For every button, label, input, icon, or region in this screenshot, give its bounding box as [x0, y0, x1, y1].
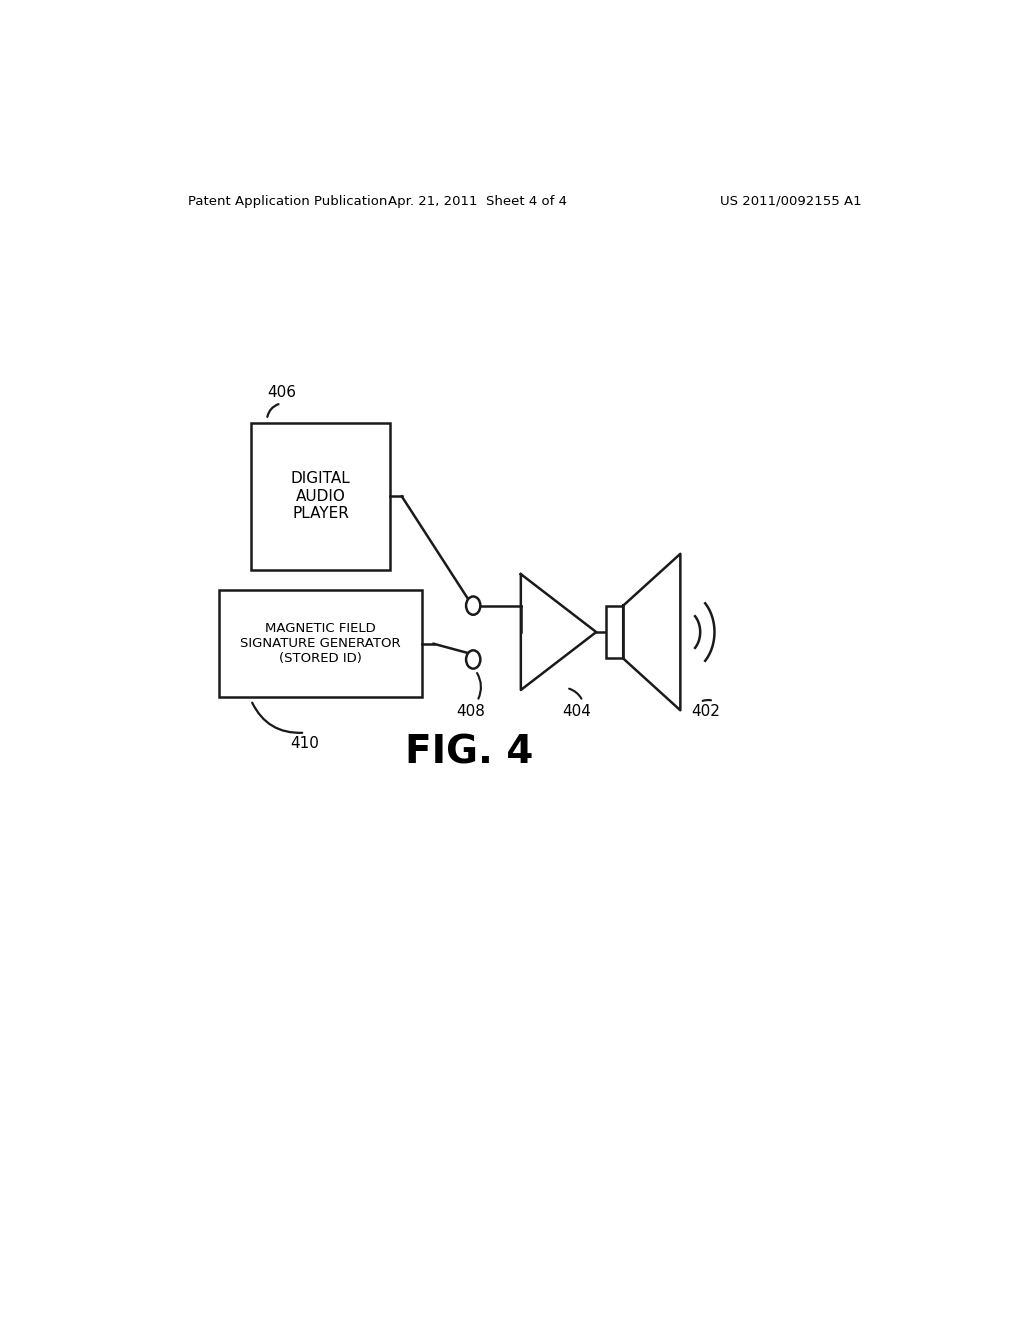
- Bar: [219, 590, 422, 697]
- Text: 404: 404: [562, 704, 591, 719]
- Text: 406: 406: [267, 385, 296, 400]
- Text: Apr. 21, 2011  Sheet 4 of 4: Apr. 21, 2011 Sheet 4 of 4: [388, 194, 566, 207]
- Text: Patent Application Publication: Patent Application Publication: [187, 194, 387, 207]
- Text: FIG. 4: FIG. 4: [406, 734, 534, 772]
- Text: US 2011/0092155 A1: US 2011/0092155 A1: [721, 194, 862, 207]
- Circle shape: [466, 651, 480, 669]
- Bar: [251, 422, 390, 570]
- Circle shape: [466, 597, 480, 615]
- FancyArrowPatch shape: [477, 673, 481, 698]
- Text: 402: 402: [691, 704, 720, 719]
- Text: 410: 410: [291, 735, 319, 751]
- FancyArrowPatch shape: [252, 702, 302, 733]
- Text: MAGNETIC FIELD
SIGNATURE GENERATOR
(STORED ID): MAGNETIC FIELD SIGNATURE GENERATOR (STOR…: [241, 622, 400, 665]
- Text: 408: 408: [457, 704, 485, 719]
- Text: DIGITAL
AUDIO
PLAYER: DIGITAL AUDIO PLAYER: [291, 471, 350, 521]
- FancyArrowPatch shape: [569, 689, 582, 698]
- Bar: [606, 606, 624, 659]
- Polygon shape: [624, 554, 680, 710]
- FancyArrowPatch shape: [267, 404, 279, 417]
- Polygon shape: [521, 574, 596, 690]
